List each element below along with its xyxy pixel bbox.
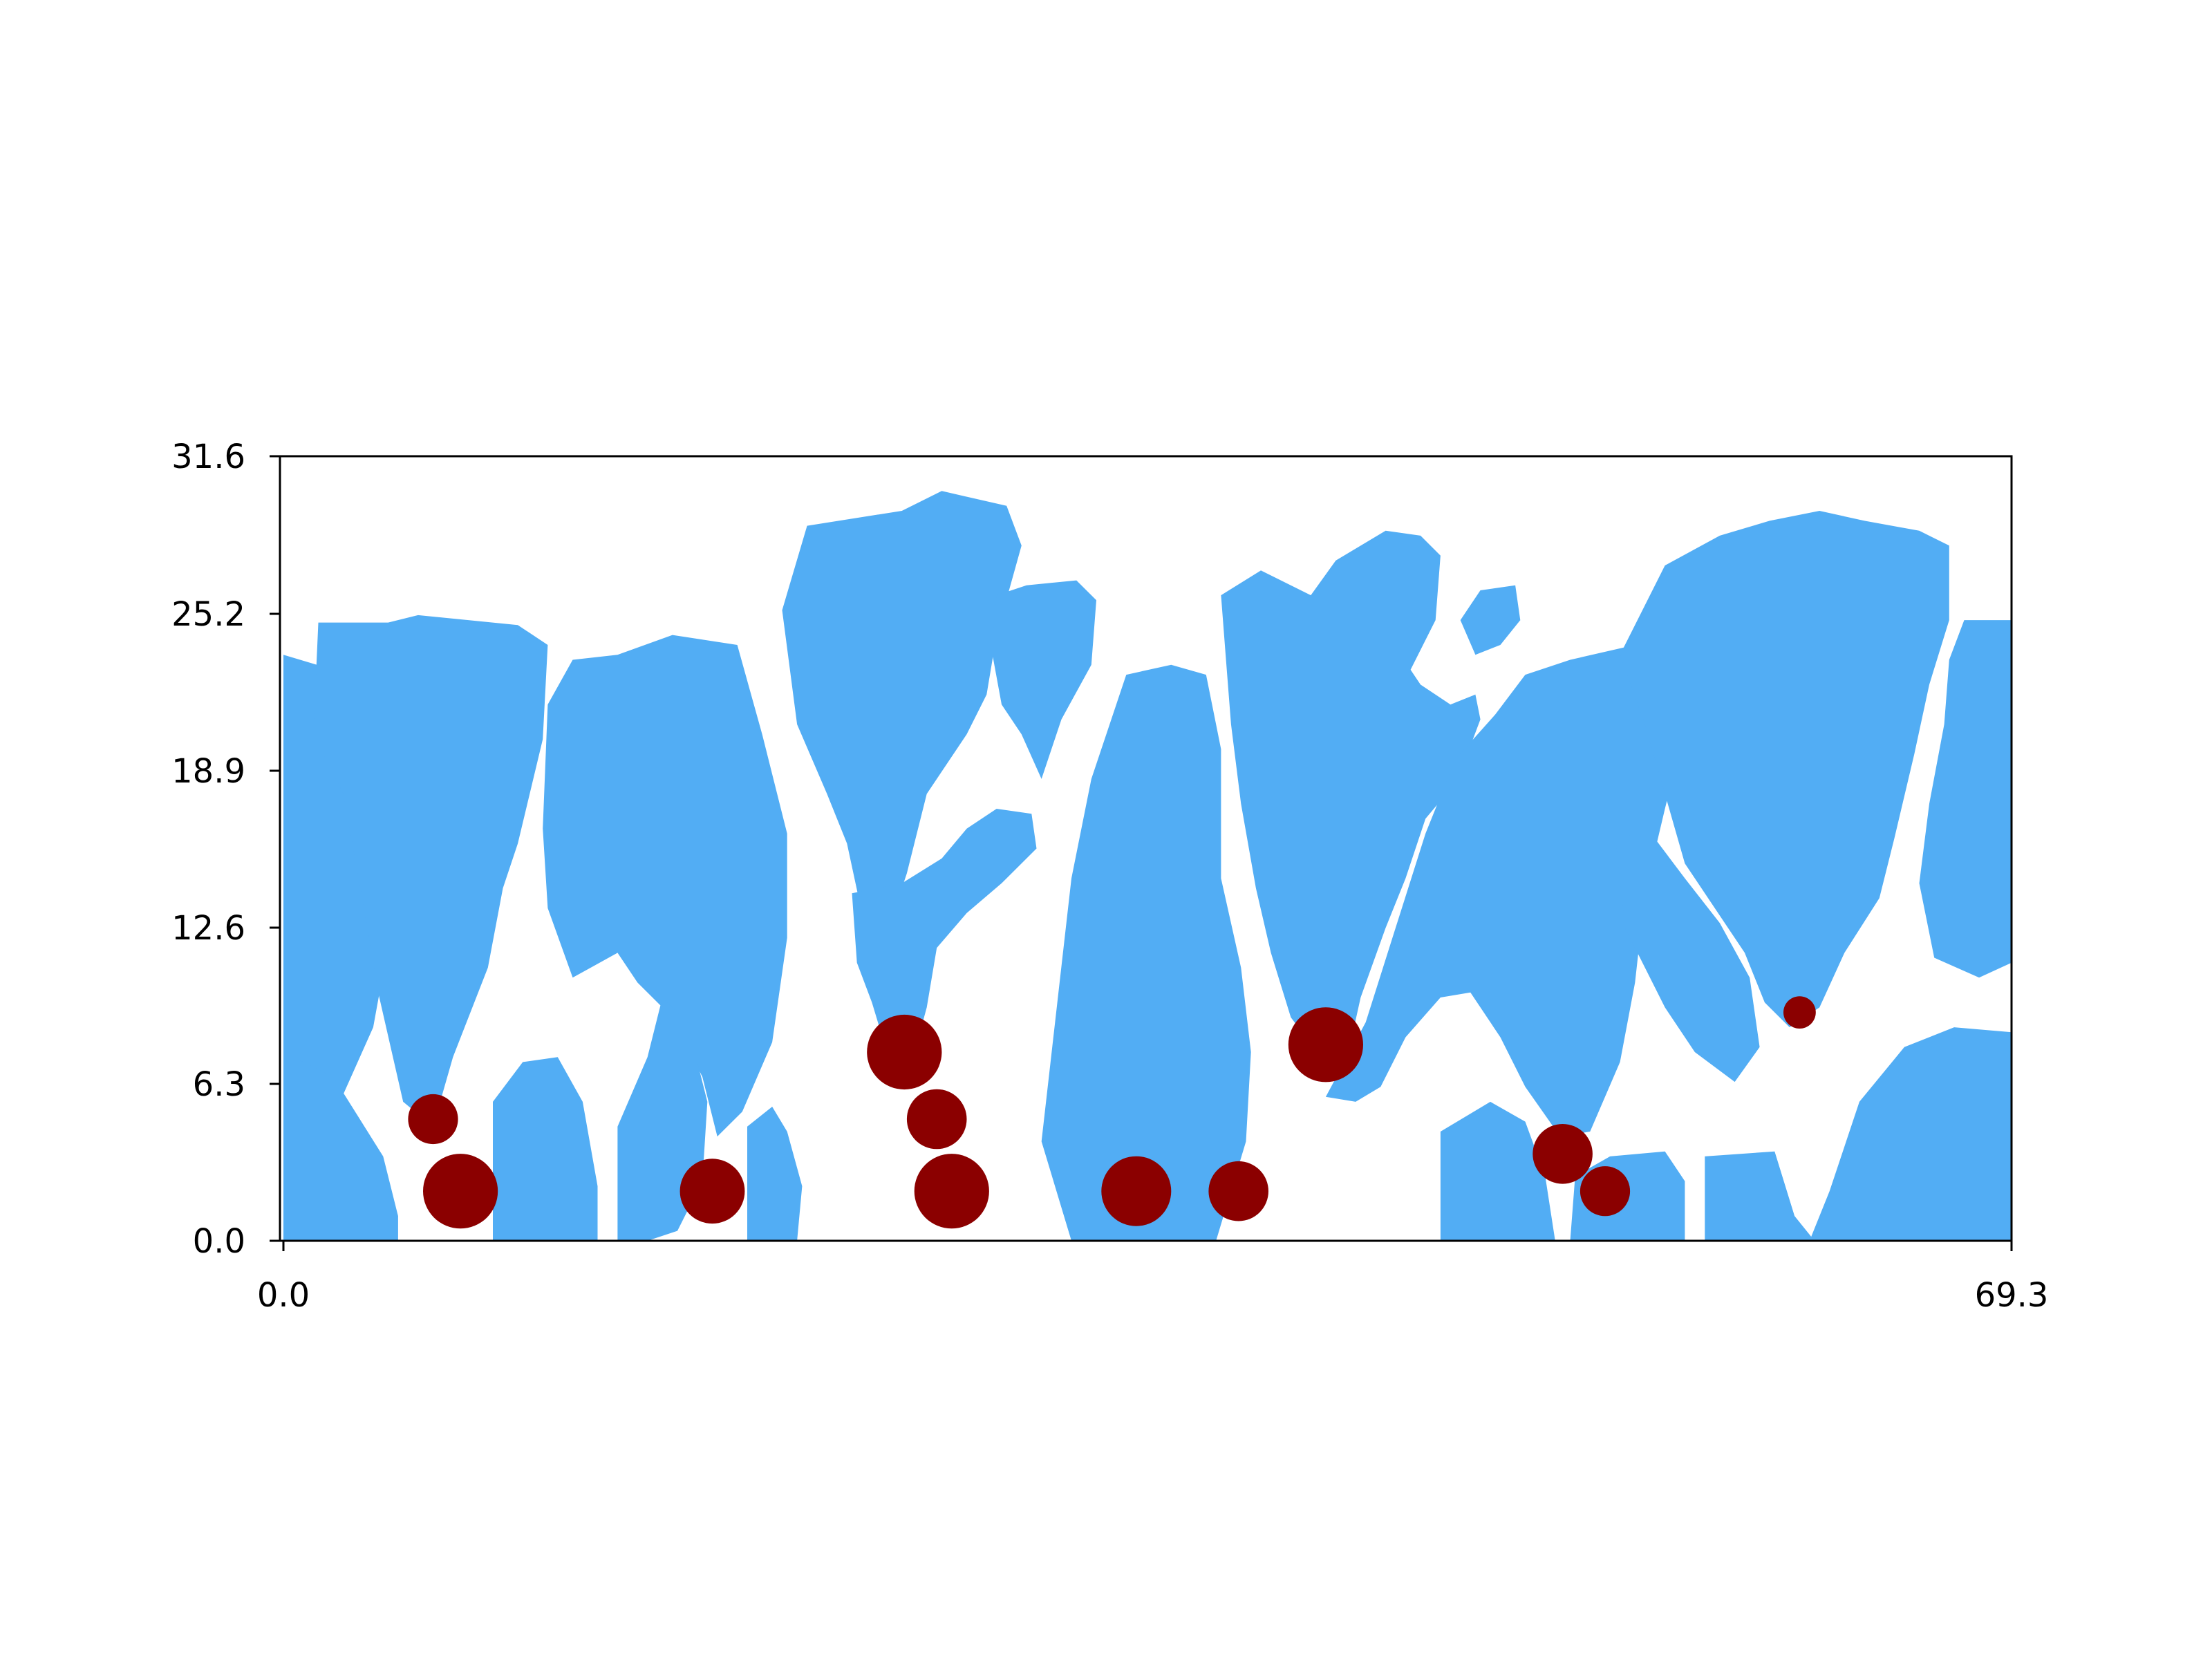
marker-point-10	[1533, 1124, 1593, 1184]
marker-point-1	[408, 1094, 458, 1145]
marker-series	[408, 996, 1816, 1229]
y-tick-label: 12.6	[171, 909, 245, 948]
grain-9	[991, 580, 1096, 779]
y-tick-label: 25.2	[171, 595, 245, 634]
grain-5	[493, 1057, 598, 1241]
grain-10	[852, 809, 1037, 1062]
marker-point-6	[914, 1154, 989, 1229]
grain-14	[1325, 645, 1685, 1137]
grain-13	[1460, 585, 1521, 655]
y-tick-label: 31.6	[171, 438, 245, 476]
grain-19	[1809, 1027, 2012, 1241]
marker-point-11	[1580, 1166, 1631, 1217]
marker-point-9	[1288, 1007, 1363, 1082]
marker-point-5	[906, 1089, 967, 1150]
grain-12	[1221, 530, 1481, 1058]
x-axis: 0.0 69.3	[257, 1241, 2049, 1315]
marker-point-8	[1208, 1161, 1268, 1221]
grain-20	[1440, 1101, 1555, 1241]
y-tick-label: 18.9	[171, 752, 245, 791]
x-tick-label: 0.0	[257, 1276, 310, 1315]
grain-18	[1705, 1151, 1815, 1241]
y-tick-label: 0.0	[193, 1222, 245, 1261]
grain-3	[283, 1052, 398, 1241]
grain-11	[1041, 664, 1251, 1241]
marker-point-3	[679, 1159, 745, 1224]
marker-point-4	[867, 1014, 942, 1090]
grain-15	[1620, 511, 1949, 1028]
grain-17	[1615, 833, 1760, 1082]
grain-2	[313, 615, 548, 1127]
marker-point-2	[423, 1154, 498, 1229]
x-tick-label: 69.3	[1975, 1276, 2049, 1315]
grain-16	[1919, 620, 2012, 978]
marker-point-12	[1783, 996, 1816, 1029]
y-axis: 0.0 6.3 12.6 18.9 25.2 31.6	[171, 438, 280, 1261]
grain-7	[747, 1107, 803, 1241]
fill-regions	[283, 491, 2012, 1241]
grain-8	[782, 491, 1022, 933]
grain-4	[543, 635, 787, 1137]
y-tick-label: 6.3	[193, 1065, 245, 1104]
plot-frame	[279, 455, 2013, 1242]
marker-point-7	[1101, 1156, 1172, 1226]
